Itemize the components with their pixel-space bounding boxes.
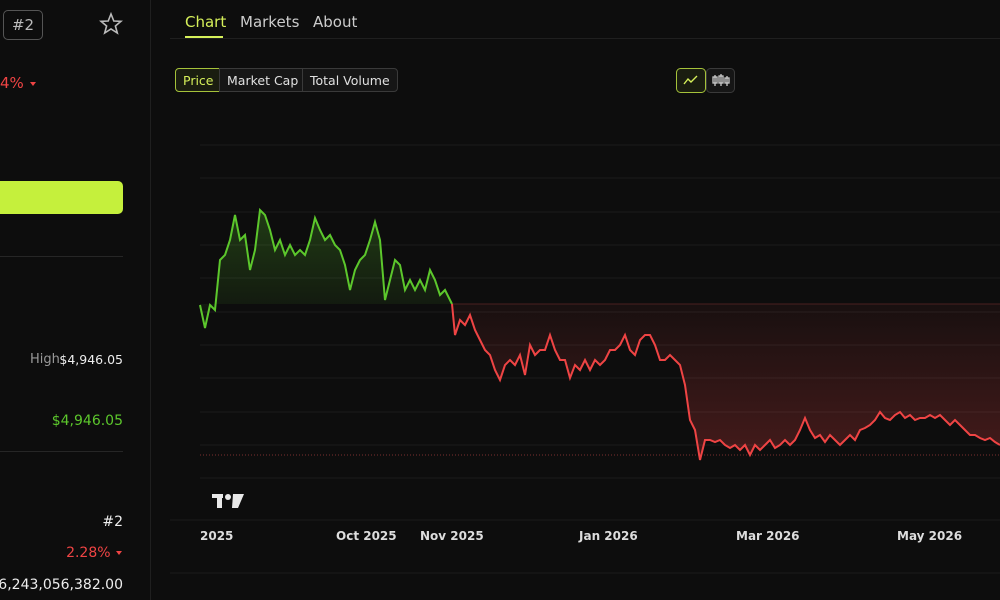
price-line-up <box>199 207 453 329</box>
down-arrow <box>116 551 122 555</box>
high-label: High <box>30 352 60 367</box>
tab[interactable]: Chart <box>185 13 227 31</box>
star-icon[interactable] <box>99 12 123 36</box>
tab[interactable]: Markets <box>240 13 300 31</box>
price-button[interactable]: Price <box>175 68 222 92</box>
x-label: Mar 2026 <box>736 529 800 543</box>
change-text: 2.28% <box>66 545 111 561</box>
divider <box>0 451 123 452</box>
red-area <box>452 304 1000 460</box>
price-line-down <box>451 303 1000 461</box>
chart-mode-toggle[interactable] <box>676 68 736 93</box>
rank-badge: #2 <box>3 10 43 40</box>
market-cap-button[interactable]: Market Cap <box>219 68 307 92</box>
x-label: Oct 2025 <box>336 529 397 543</box>
tv-logo <box>212 494 244 508</box>
total-volume-button[interactable]: Total Volume <box>302 68 398 92</box>
change: 2.28% <box>66 545 123 561</box>
tab-underline <box>185 36 223 38</box>
green-area <box>200 210 452 328</box>
volume: 26,243,056,382.00 <box>0 577 123 593</box>
x-label: Jan 2026 <box>579 529 638 543</box>
buy-button[interactable] <box>0 181 123 214</box>
x-label: May 2026 <box>897 529 963 543</box>
high-value: $4,946.05 <box>59 352 123 367</box>
x-label: 2025 <box>200 529 234 543</box>
divider <box>0 256 123 257</box>
change-top-text: 4% <box>0 74 24 92</box>
down-arrow <box>29 82 36 86</box>
rank: #2 <box>102 514 123 530</box>
tab[interactable]: About <box>313 13 358 31</box>
change-top: 4% <box>0 74 37 92</box>
divider <box>170 38 1000 39</box>
price-value: $4,946.05 <box>51 413 123 429</box>
x-label: Nov 2025 <box>420 529 484 543</box>
panel-divider <box>150 0 151 600</box>
